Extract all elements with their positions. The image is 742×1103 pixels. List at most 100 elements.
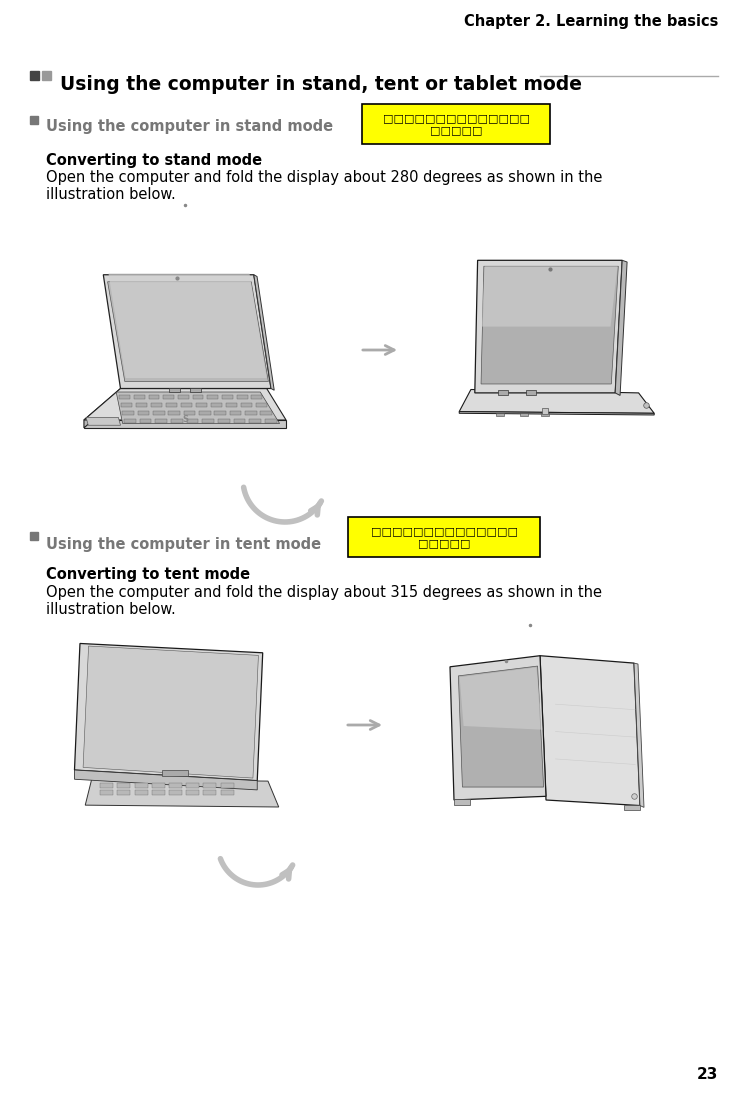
Polygon shape [475, 260, 623, 393]
Bar [541, 414, 549, 416]
Polygon shape [103, 275, 271, 388]
Polygon shape [121, 403, 132, 407]
Polygon shape [218, 419, 230, 422]
Polygon shape [122, 411, 134, 415]
Polygon shape [237, 395, 248, 399]
Polygon shape [184, 411, 195, 415]
Polygon shape [186, 783, 199, 788]
Text: Converting to stand mode: Converting to stand mode [46, 153, 262, 168]
Bar [498, 390, 508, 395]
Polygon shape [169, 791, 182, 795]
Polygon shape [226, 403, 237, 407]
Polygon shape [84, 388, 286, 420]
Polygon shape [108, 281, 269, 382]
Polygon shape [450, 655, 546, 800]
Text: Using the computer in stand mode: Using the computer in stand mode [46, 119, 333, 133]
Polygon shape [148, 395, 160, 399]
Polygon shape [203, 791, 217, 795]
Polygon shape [84, 388, 120, 428]
Polygon shape [220, 791, 234, 795]
Polygon shape [615, 260, 627, 396]
Polygon shape [155, 419, 167, 422]
Polygon shape [100, 783, 114, 788]
Polygon shape [138, 411, 149, 415]
Polygon shape [230, 411, 241, 415]
Polygon shape [151, 403, 162, 407]
Polygon shape [459, 667, 542, 730]
Polygon shape [135, 783, 148, 788]
Polygon shape [199, 411, 211, 415]
Polygon shape [256, 403, 267, 407]
Polygon shape [84, 420, 286, 428]
Polygon shape [163, 395, 174, 399]
Polygon shape [139, 419, 151, 422]
Polygon shape [153, 411, 165, 415]
Polygon shape [193, 395, 203, 399]
Bar [169, 387, 180, 392]
Polygon shape [74, 770, 257, 790]
Polygon shape [83, 646, 258, 778]
Bar [496, 414, 504, 416]
Polygon shape [152, 783, 165, 788]
Polygon shape [186, 791, 199, 795]
Polygon shape [100, 791, 114, 795]
Polygon shape [241, 403, 252, 407]
Bar [30, 532, 38, 540]
Bar [624, 804, 640, 811]
Polygon shape [252, 395, 262, 399]
Bar [520, 414, 528, 416]
Polygon shape [265, 419, 277, 422]
Polygon shape [86, 417, 120, 426]
Polygon shape [134, 395, 145, 399]
Polygon shape [214, 411, 226, 415]
Polygon shape [482, 266, 617, 326]
Polygon shape [117, 791, 131, 795]
Polygon shape [459, 389, 654, 414]
Bar [30, 116, 38, 124]
Polygon shape [165, 403, 177, 407]
Polygon shape [245, 411, 257, 415]
Polygon shape [459, 411, 654, 415]
Polygon shape [85, 779, 279, 807]
Text: S: S [182, 416, 188, 425]
Polygon shape [234, 419, 246, 422]
Polygon shape [116, 392, 280, 424]
Polygon shape [207, 395, 218, 399]
Polygon shape [211, 403, 222, 407]
Polygon shape [481, 266, 618, 384]
Polygon shape [152, 791, 165, 795]
Polygon shape [249, 419, 261, 422]
Bar [162, 770, 188, 775]
Polygon shape [169, 783, 182, 788]
Polygon shape [117, 783, 131, 788]
Polygon shape [181, 403, 192, 407]
Bar [191, 387, 201, 392]
Text: □□□□□□□□□□□□□□
□□□□□: □□□□□□□□□□□□□□ □□□□□ [370, 526, 517, 548]
Text: □□□□□□□□□□□□□□
□□□□□: □□□□□□□□□□□□□□ □□□□□ [382, 114, 530, 135]
Text: 23: 23 [697, 1067, 718, 1082]
Polygon shape [203, 419, 214, 422]
Polygon shape [459, 666, 544, 788]
Text: Open the computer and fold the display about 315 degrees as shown in the
illustr: Open the computer and fold the display a… [46, 585, 602, 618]
Polygon shape [119, 395, 130, 399]
Polygon shape [124, 419, 136, 422]
Text: Converting to tent mode: Converting to tent mode [46, 567, 250, 582]
Text: Using the computer in stand, tent or tablet mode: Using the computer in stand, tent or tab… [60, 75, 582, 94]
Text: Using the computer in tent mode: Using the computer in tent mode [46, 537, 321, 552]
Bar [454, 799, 470, 804]
Polygon shape [74, 643, 263, 781]
Text: Open the computer and fold the display about 280 degrees as shown in the
illustr: Open the computer and fold the display a… [46, 170, 603, 202]
Polygon shape [634, 663, 644, 807]
Polygon shape [222, 395, 233, 399]
Bar [362, 104, 550, 144]
Polygon shape [220, 783, 234, 788]
Polygon shape [187, 419, 198, 422]
Text: Chapter 2. Learning the basics: Chapter 2. Learning the basics [464, 14, 718, 29]
Polygon shape [260, 411, 272, 415]
Polygon shape [168, 411, 180, 415]
Bar [30, 71, 39, 81]
Polygon shape [135, 791, 148, 795]
Polygon shape [203, 783, 217, 788]
Polygon shape [171, 419, 183, 422]
Bar [348, 517, 540, 557]
